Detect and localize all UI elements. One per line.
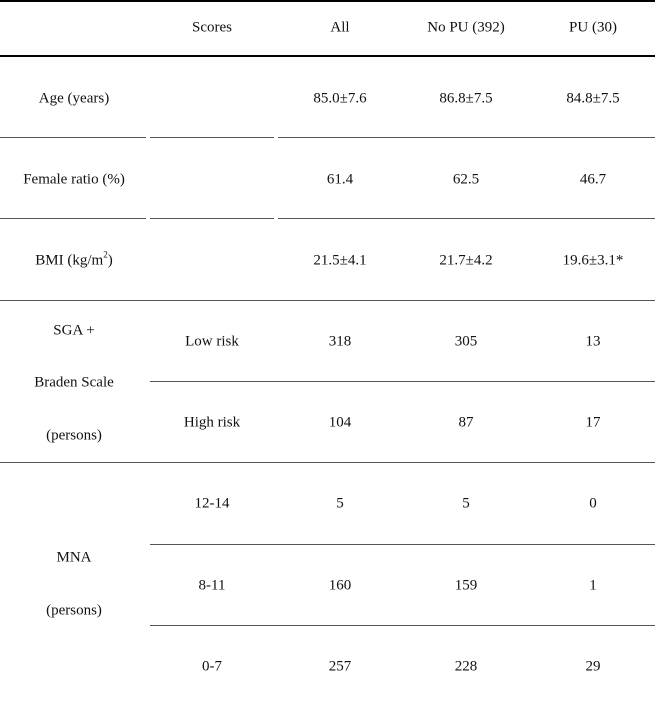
cell-age-pu: 84.8±7.5 <box>566 92 619 107</box>
cell-sga-low-score: Low risk <box>185 335 239 350</box>
row-divider <box>0 462 655 463</box>
cell-sga-low-no-pu: 305 <box>455 335 478 350</box>
header-all: All <box>330 21 349 36</box>
bmi-label-text: BMI (kg/m <box>35 253 103 269</box>
cell-mna-r1-no-pu: 5 <box>462 497 470 512</box>
cell-age-no-pu: 86.8±7.5 <box>439 92 492 107</box>
bmi-label-superscript: 2 <box>103 250 108 260</box>
row-label-bmi: BMI (kg/m2) <box>35 254 112 269</box>
row-label-mna-line2: (persons) <box>46 604 102 619</box>
subrow-divider <box>150 381 655 382</box>
subrow-divider <box>150 544 655 545</box>
cell-mna-r3-pu: 29 <box>586 660 601 675</box>
row-divider <box>150 218 274 219</box>
cell-bmi-all: 21.5±4.1 <box>313 254 366 269</box>
cell-mna-r3-all: 257 <box>329 660 352 675</box>
row-label-sga-line2: Braden Scale <box>34 376 114 391</box>
cell-female-pu: 46.7 <box>580 173 606 188</box>
table-top-rule <box>0 0 655 2</box>
row-divider <box>278 137 655 138</box>
row-label-sga-line3: (persons) <box>46 429 102 444</box>
cell-female-no-pu: 62.5 <box>453 173 479 188</box>
row-divider <box>0 137 146 138</box>
cell-sga-high-no-pu: 87 <box>459 416 474 431</box>
cell-sga-high-score: High risk <box>184 416 240 431</box>
bmi-label-close: ) <box>108 253 113 269</box>
row-divider <box>0 218 146 219</box>
cell-age-all: 85.0±7.6 <box>313 92 366 107</box>
header-no-pu: No PU (392) <box>427 21 505 36</box>
row-divider <box>0 300 655 301</box>
row-label-mna-line1: MNA <box>56 551 91 566</box>
cell-female-all: 61.4 <box>327 173 353 188</box>
cell-mna-r2-score: 8-11 <box>199 579 226 594</box>
cell-mna-r3-score: 0-7 <box>202 660 222 675</box>
cell-mna-r1-all: 5 <box>336 497 344 512</box>
cell-mna-r1-pu: 0 <box>589 497 597 512</box>
cell-mna-r2-pu: 1 <box>589 579 597 594</box>
cell-sga-low-all: 318 <box>329 335 352 350</box>
row-label-sga-line1: SGA + <box>53 324 94 339</box>
cell-mna-r1-score: 12-14 <box>195 497 230 512</box>
cell-sga-high-all: 104 <box>329 416 352 431</box>
cell-bmi-no-pu: 21.7±4.2 <box>439 254 492 269</box>
header-pu: PU (30) <box>569 21 617 36</box>
row-divider <box>150 137 274 138</box>
subrow-divider <box>150 625 655 626</box>
cell-mna-r2-no-pu: 159 <box>455 579 478 594</box>
header-scores: Scores <box>192 21 232 36</box>
cell-sga-high-pu: 17 <box>586 416 601 431</box>
cell-mna-r2-all: 160 <box>329 579 352 594</box>
row-label-age: Age (years) <box>39 92 109 107</box>
cell-bmi-pu: 19.6±3.1* <box>563 254 624 269</box>
cell-mna-r3-no-pu: 228 <box>455 660 478 675</box>
row-label-female: Female ratio (%) <box>23 173 125 188</box>
cell-sga-low-pu: 13 <box>586 335 601 350</box>
header-bottom-rule <box>0 55 655 57</box>
row-divider <box>278 218 655 219</box>
